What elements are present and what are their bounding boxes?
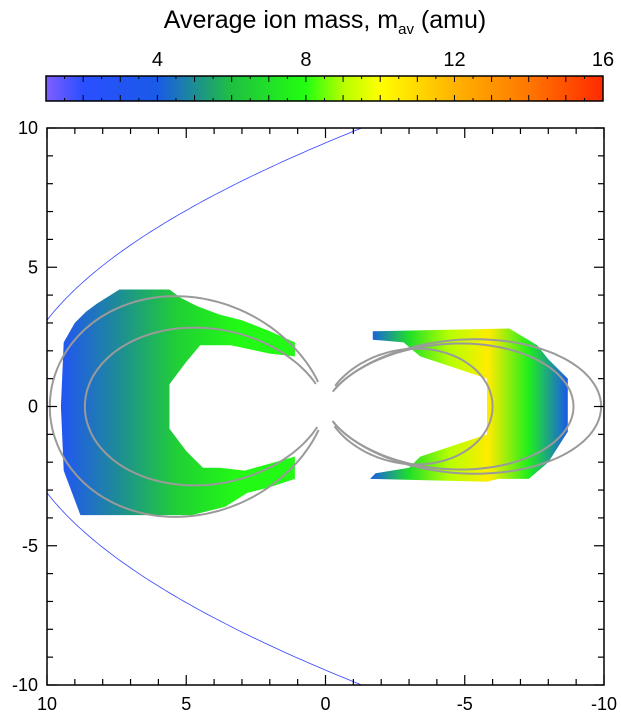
field-line [332, 342, 575, 471]
x-tick-label: -5 [457, 694, 473, 714]
y-tick-label: 5 [28, 257, 38, 277]
y-tick-labels: 10 5 0 -5 -10 [12, 118, 38, 695]
colorbar-ticks [45, 76, 604, 101]
y-tick-label: 10 [18, 118, 38, 138]
field-line [83, 326, 319, 487]
axis-ticks [46, 127, 605, 686]
dayside-region [60, 289, 295, 516]
plot-area: 10 5 0 -5 -10 10 5 0 -5 -10 [12, 118, 617, 714]
colorbar-tick-label: 4 [152, 49, 163, 71]
magnetopause-lines [47, 128, 363, 685]
x-tick-label: 5 [181, 694, 191, 714]
colorbar-tick-labels: 4 8 12 16 [152, 49, 614, 71]
plot-content [47, 128, 603, 685]
colorbar-title-main: Average ion mass, m [164, 6, 398, 34]
x-tick-label: 0 [320, 694, 330, 714]
magnetopause-line [47, 128, 363, 685]
colorbar-title: Average ion mass, mav (amu) [164, 6, 486, 38]
nightside-region [370, 328, 568, 482]
colorbar: 4 8 12 16 [45, 49, 614, 102]
colorbar-tick-label: 8 [300, 49, 311, 71]
field-line [48, 295, 320, 518]
field-line [333, 347, 494, 466]
colorbar-title-sub: av [398, 21, 414, 38]
colorbar-gradient [45, 75, 604, 102]
x-tick-labels: 10 5 0 -5 -10 [37, 694, 617, 714]
colorbar-title-unit: (amu) [414, 6, 486, 34]
y-tick-label: -5 [22, 536, 38, 556]
y-tick-label: -10 [12, 675, 38, 695]
x-tick-label: 10 [37, 694, 57, 714]
y-tick-label: 0 [28, 397, 38, 417]
colorbar-tick-label: 16 [592, 49, 614, 71]
colorbar-tick-label: 12 [443, 49, 465, 71]
x-tick-label: -10 [591, 694, 617, 714]
